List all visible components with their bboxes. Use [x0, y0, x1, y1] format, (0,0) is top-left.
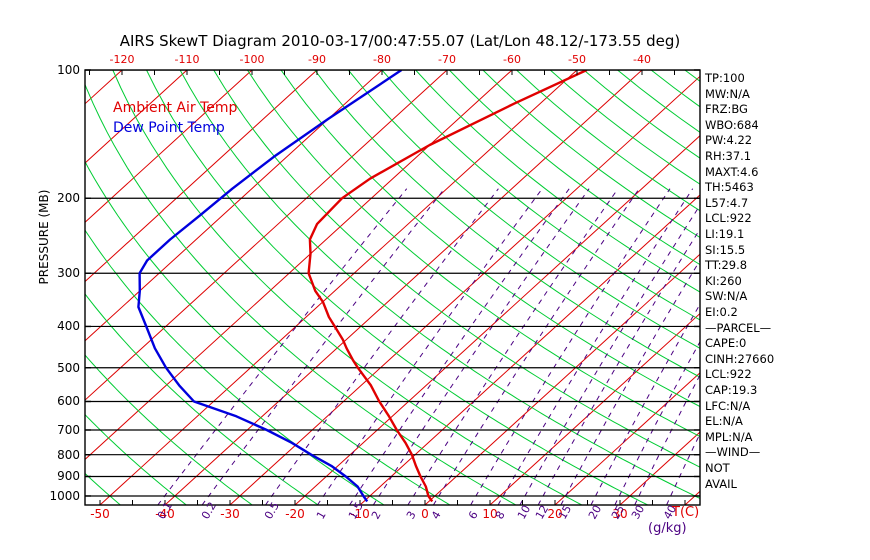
- stat-item: NOT: [705, 461, 730, 475]
- bottom-temp-tick: 30: [612, 507, 628, 521]
- top-temp-tick: -90: [308, 53, 326, 66]
- pressure-tick: 700: [57, 422, 80, 437]
- pressure-tick: 600: [57, 394, 80, 409]
- stat-item: MPL:N/A: [705, 429, 753, 444]
- top-temp-tick: -50: [568, 53, 586, 66]
- stat-item: TH:5463: [705, 180, 754, 195]
- pressure-tick: 500: [57, 360, 80, 375]
- top-temp-tick: -40: [633, 53, 651, 66]
- stat-item: LCL:922: [705, 367, 752, 382]
- pressure-tick: 200: [57, 191, 80, 206]
- bottom-temp-tick: 0: [421, 507, 429, 521]
- bottom-temp-tick: -40: [155, 507, 175, 521]
- pressure-tick: 400: [57, 319, 80, 334]
- top-temp-tick: -120: [109, 53, 135, 66]
- top-temp-tick: -80: [373, 53, 391, 66]
- stat-item: TP:100: [705, 71, 745, 85]
- top-temp-tick: -110: [174, 53, 200, 66]
- stat-item: KI:260: [705, 273, 742, 288]
- mixing-ratio-axis-label: (g/kg): [648, 521, 687, 536]
- stat-item: —WIND—: [705, 445, 761, 460]
- stat-item: AVAIL: [705, 476, 737, 491]
- stat-item: LCL:922: [705, 211, 752, 226]
- pressure-tick: 900: [57, 469, 80, 484]
- pressure-tick: 100: [57, 63, 80, 77]
- temperature-axis-label: T(C): [672, 505, 700, 520]
- stat-item: LI:19.1: [705, 227, 745, 241]
- stat-item: FRZ:BG: [705, 102, 748, 117]
- stat-item: MW:N/A: [705, 86, 750, 101]
- stat-item: LFC:N/A: [705, 398, 751, 413]
- pressure-axis-label: PRESSURE (MB): [37, 189, 51, 285]
- bottom-temp-tick: 20: [547, 507, 563, 521]
- stat-item: PW:4.22: [705, 133, 753, 148]
- stat-item: TT:29.8: [705, 258, 748, 273]
- stat-item: EL:N/A: [705, 414, 743, 429]
- stat-item: CINH:27660: [705, 351, 775, 366]
- pressure-tick: 300: [57, 266, 80, 281]
- bottom-temp-tick: 10: [482, 507, 498, 521]
- bottom-temp-tick: -10: [350, 507, 370, 521]
- pressure-tick: 800: [57, 447, 80, 462]
- stat-item: RH:37.1: [705, 149, 752, 163]
- top-temp-tick: -100: [239, 53, 265, 66]
- stat-item: EI:0.2: [705, 305, 738, 319]
- stat-item: —PARCEL—: [705, 320, 772, 335]
- legend-dew-point-temp: Dew Point Temp: [113, 120, 225, 136]
- top-temp-tick: -70: [438, 53, 456, 66]
- top-temp-tick: -60: [503, 53, 521, 66]
- stat-item: L57:4.7: [705, 195, 749, 210]
- stat-item: WBO:684: [705, 117, 759, 132]
- bottom-temp-tick: -30: [220, 507, 240, 521]
- legend-ambient-air-temp: Ambient Air Temp: [113, 100, 238, 116]
- stat-item: SW:N/A: [705, 289, 748, 304]
- stat-item: MAXT:4.6: [705, 164, 759, 179]
- bottom-temp-tick: -20: [285, 507, 305, 521]
- bottom-temp-tick: -50: [90, 507, 110, 521]
- pressure-tick: 1000: [49, 488, 80, 503]
- stat-item: CAPE:0: [705, 336, 747, 351]
- page-title: AIRS SkewT Diagram 2010-03-17/00:47:55.0…: [119, 32, 681, 50]
- stat-item: SI:15.5: [705, 242, 746, 257]
- stat-item: CAP:19.3: [705, 383, 758, 397]
